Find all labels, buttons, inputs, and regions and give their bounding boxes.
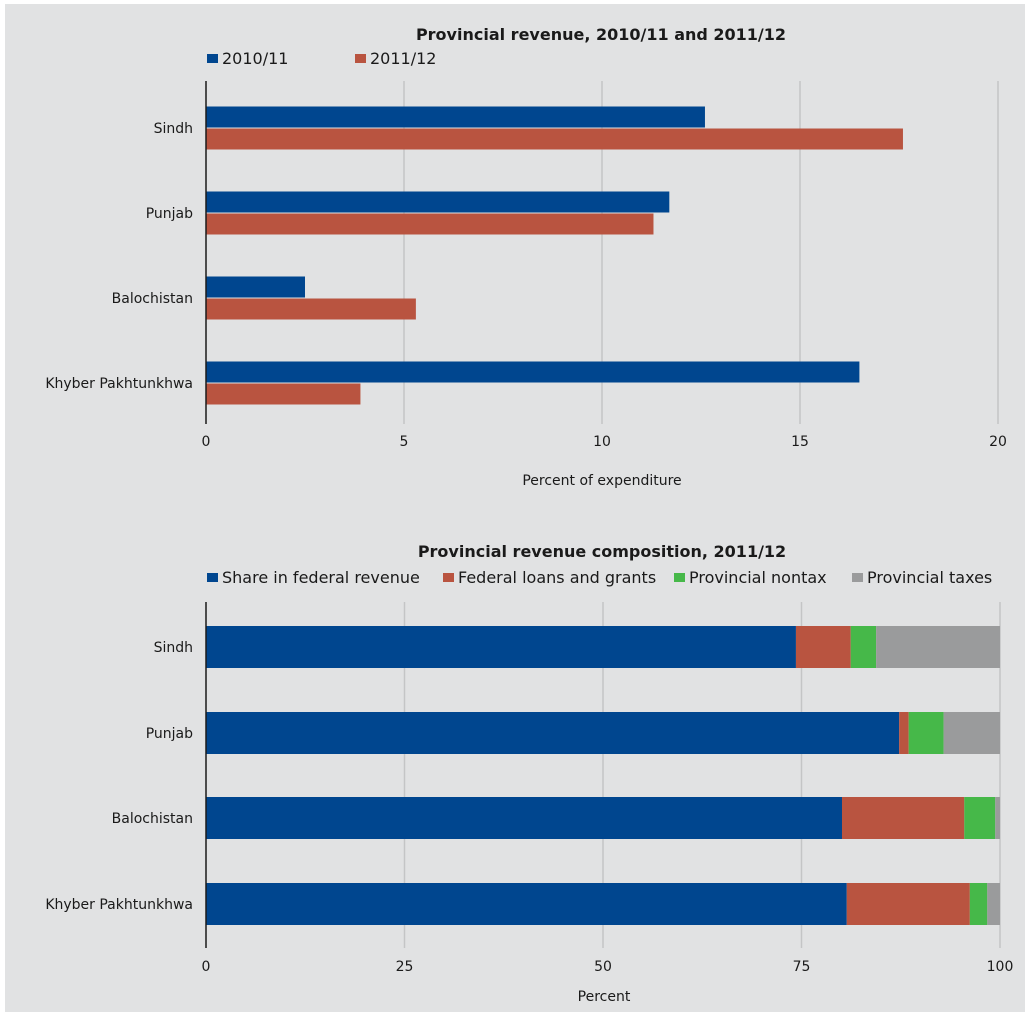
chart1-legend-label-2011-12: 2011/12: [370, 49, 436, 68]
chart2-bar-sindh-provincial-nontax: [850, 626, 877, 668]
chart1-bar-khyber-pakhtunkhwa-2011-12: [206, 383, 361, 405]
chart2-bar-punjab-federal-loans-and-grants: [899, 712, 909, 754]
chart2-legend-swatch-provincial-taxes: [852, 573, 863, 582]
chart-panel: [5, 4, 1025, 1012]
chart2-legend-label-provincial-nontax: Provincial nontax: [689, 568, 827, 587]
chart2-category-label-khyber-pakhtunkhwa: Khyber Pakhtunkhwa: [45, 897, 193, 913]
chart2-legend-swatch-provincial-nontax: [674, 573, 685, 582]
chart2-legend-swatch-share-in-federal-revenue: [207, 573, 218, 582]
chart2-bar-sindh-provincial-taxes: [876, 626, 1000, 668]
chart2-bar-balochistan-federal-loans-and-grants: [841, 797, 965, 839]
chart1-tick-label-5: 5: [400, 434, 409, 450]
chart2-bar-khyber-pakhtunkhwa-federal-loans-and-grants: [846, 883, 970, 925]
chart1-category-label-punjab: Punjab: [146, 206, 193, 222]
chart1-tick-label-15: 15: [791, 434, 809, 450]
chart2-category-label-sindh: Sindh: [154, 640, 193, 656]
chart2-bar-khyber-pakhtunkhwa-provincial-nontax: [969, 883, 988, 925]
chart1-bar-punjab-2011-12: [206, 213, 654, 235]
chart1-bar-khyber-pakhtunkhwa-2010-11: [206, 361, 860, 383]
chart1-category-label-khyber-pakhtunkhwa: Khyber Pakhtunkhwa: [45, 376, 193, 392]
chart2-category-label-punjab: Punjab: [146, 726, 193, 742]
chart2-bar-balochistan-share-in-federal-revenue: [206, 797, 842, 839]
chart1-bar-sindh-2010-11: [206, 106, 705, 128]
chart1-category-label-balochistan: Balochistan: [112, 291, 193, 307]
chart1-tick-label-0: 0: [202, 434, 211, 450]
chart1-legend-swatch-2011-12: [355, 54, 366, 63]
chart2-bar-punjab-provincial-nontax: [908, 712, 944, 754]
chart2-legend-label-provincial-taxes: Provincial taxes: [867, 568, 992, 587]
chart2-title: Provincial revenue composition, 2011/12: [418, 542, 786, 561]
chart1-bar-balochistan-2010-11: [206, 276, 305, 298]
chart2-bar-khyber-pakhtunkhwa-share-in-federal-revenue: [206, 883, 847, 925]
chart2-bar-sindh-federal-loans-and-grants: [795, 626, 851, 668]
chart2-tick-label-25: 25: [396, 959, 414, 975]
chart2-legend-label-federal-loans-and-grants: Federal loans and grants: [458, 568, 656, 587]
chart1-category-label-sindh: Sindh: [154, 121, 193, 137]
chart1-legend-swatch-2010-11: [207, 54, 218, 63]
chart2-bar-punjab-share-in-federal-revenue: [206, 712, 900, 754]
chart1-title: Provincial revenue, 2010/11 and 2011/12: [416, 25, 786, 44]
chart1-legend-label-2010-11: 2010/11: [222, 49, 288, 68]
chart2-tick-label-100: 100: [987, 959, 1014, 975]
chart2-bar-punjab-provincial-taxes: [943, 712, 1000, 754]
chart2-category-label-balochistan: Balochistan: [112, 811, 193, 827]
chart1-bar-balochistan-2011-12: [206, 298, 416, 320]
chart2-legend-swatch-federal-loans-and-grants: [443, 573, 454, 582]
chart2-bar-balochistan-provincial-nontax: [964, 797, 996, 839]
chart1-tick-label-10: 10: [593, 434, 611, 450]
chart1-bar-punjab-2010-11: [206, 191, 670, 213]
chart2-bar-sindh-share-in-federal-revenue: [206, 626, 796, 668]
chart1-tick-label-20: 20: [989, 434, 1007, 450]
chart2-tick-label-50: 50: [594, 959, 612, 975]
chart2-legend-label-share-in-federal-revenue: Share in federal revenue: [222, 568, 420, 587]
chart1-bar-sindh-2011-12: [206, 128, 903, 150]
chart2-bar-balochistan-provincial-taxes: [995, 797, 1000, 839]
chart2-tick-label-0: 0: [202, 959, 211, 975]
chart2-bar-khyber-pakhtunkhwa-provincial-taxes: [987, 883, 1000, 925]
chart2-x-axis-label: Percent: [578, 989, 631, 1005]
chart1-x-axis-label: Percent of expenditure: [522, 473, 681, 489]
chart2-tick-label-75: 75: [793, 959, 811, 975]
